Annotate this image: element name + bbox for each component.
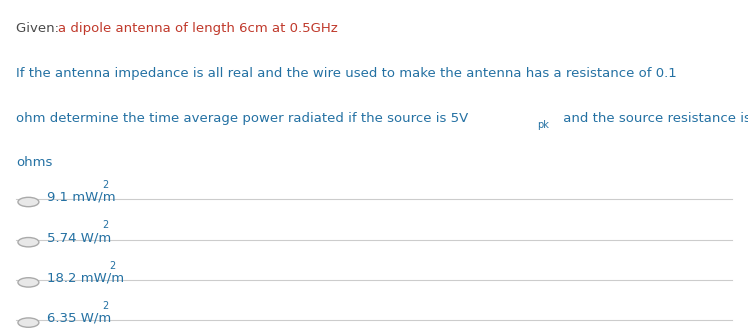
Text: 2: 2 [102,301,108,311]
Circle shape [18,197,39,207]
Text: ohm determine the time average power radiated if the source is 5V: ohm determine the time average power rad… [16,112,469,125]
Circle shape [18,278,39,287]
Text: 2: 2 [109,261,115,271]
Text: Given:: Given: [16,22,68,35]
Circle shape [18,318,39,327]
Text: 2: 2 [102,220,108,230]
Circle shape [18,238,39,247]
Text: 5.74 W/m: 5.74 W/m [47,231,111,244]
Text: and the source resistance is 50: and the source resistance is 50 [559,112,748,125]
Text: ohms: ohms [16,156,53,169]
Text: 9.1 mW/m: 9.1 mW/m [47,191,116,204]
Text: pk: pk [537,120,549,130]
Text: 18.2 mW/m: 18.2 mW/m [47,271,124,284]
Text: 2: 2 [102,180,108,190]
Text: a dipole antenna of length 6cm at 0.5GHz: a dipole antenna of length 6cm at 0.5GHz [58,22,338,35]
Text: 6.35 W/m: 6.35 W/m [47,312,111,325]
Text: If the antenna impedance is all real and the wire used to make the antenna has a: If the antenna impedance is all real and… [16,67,677,80]
